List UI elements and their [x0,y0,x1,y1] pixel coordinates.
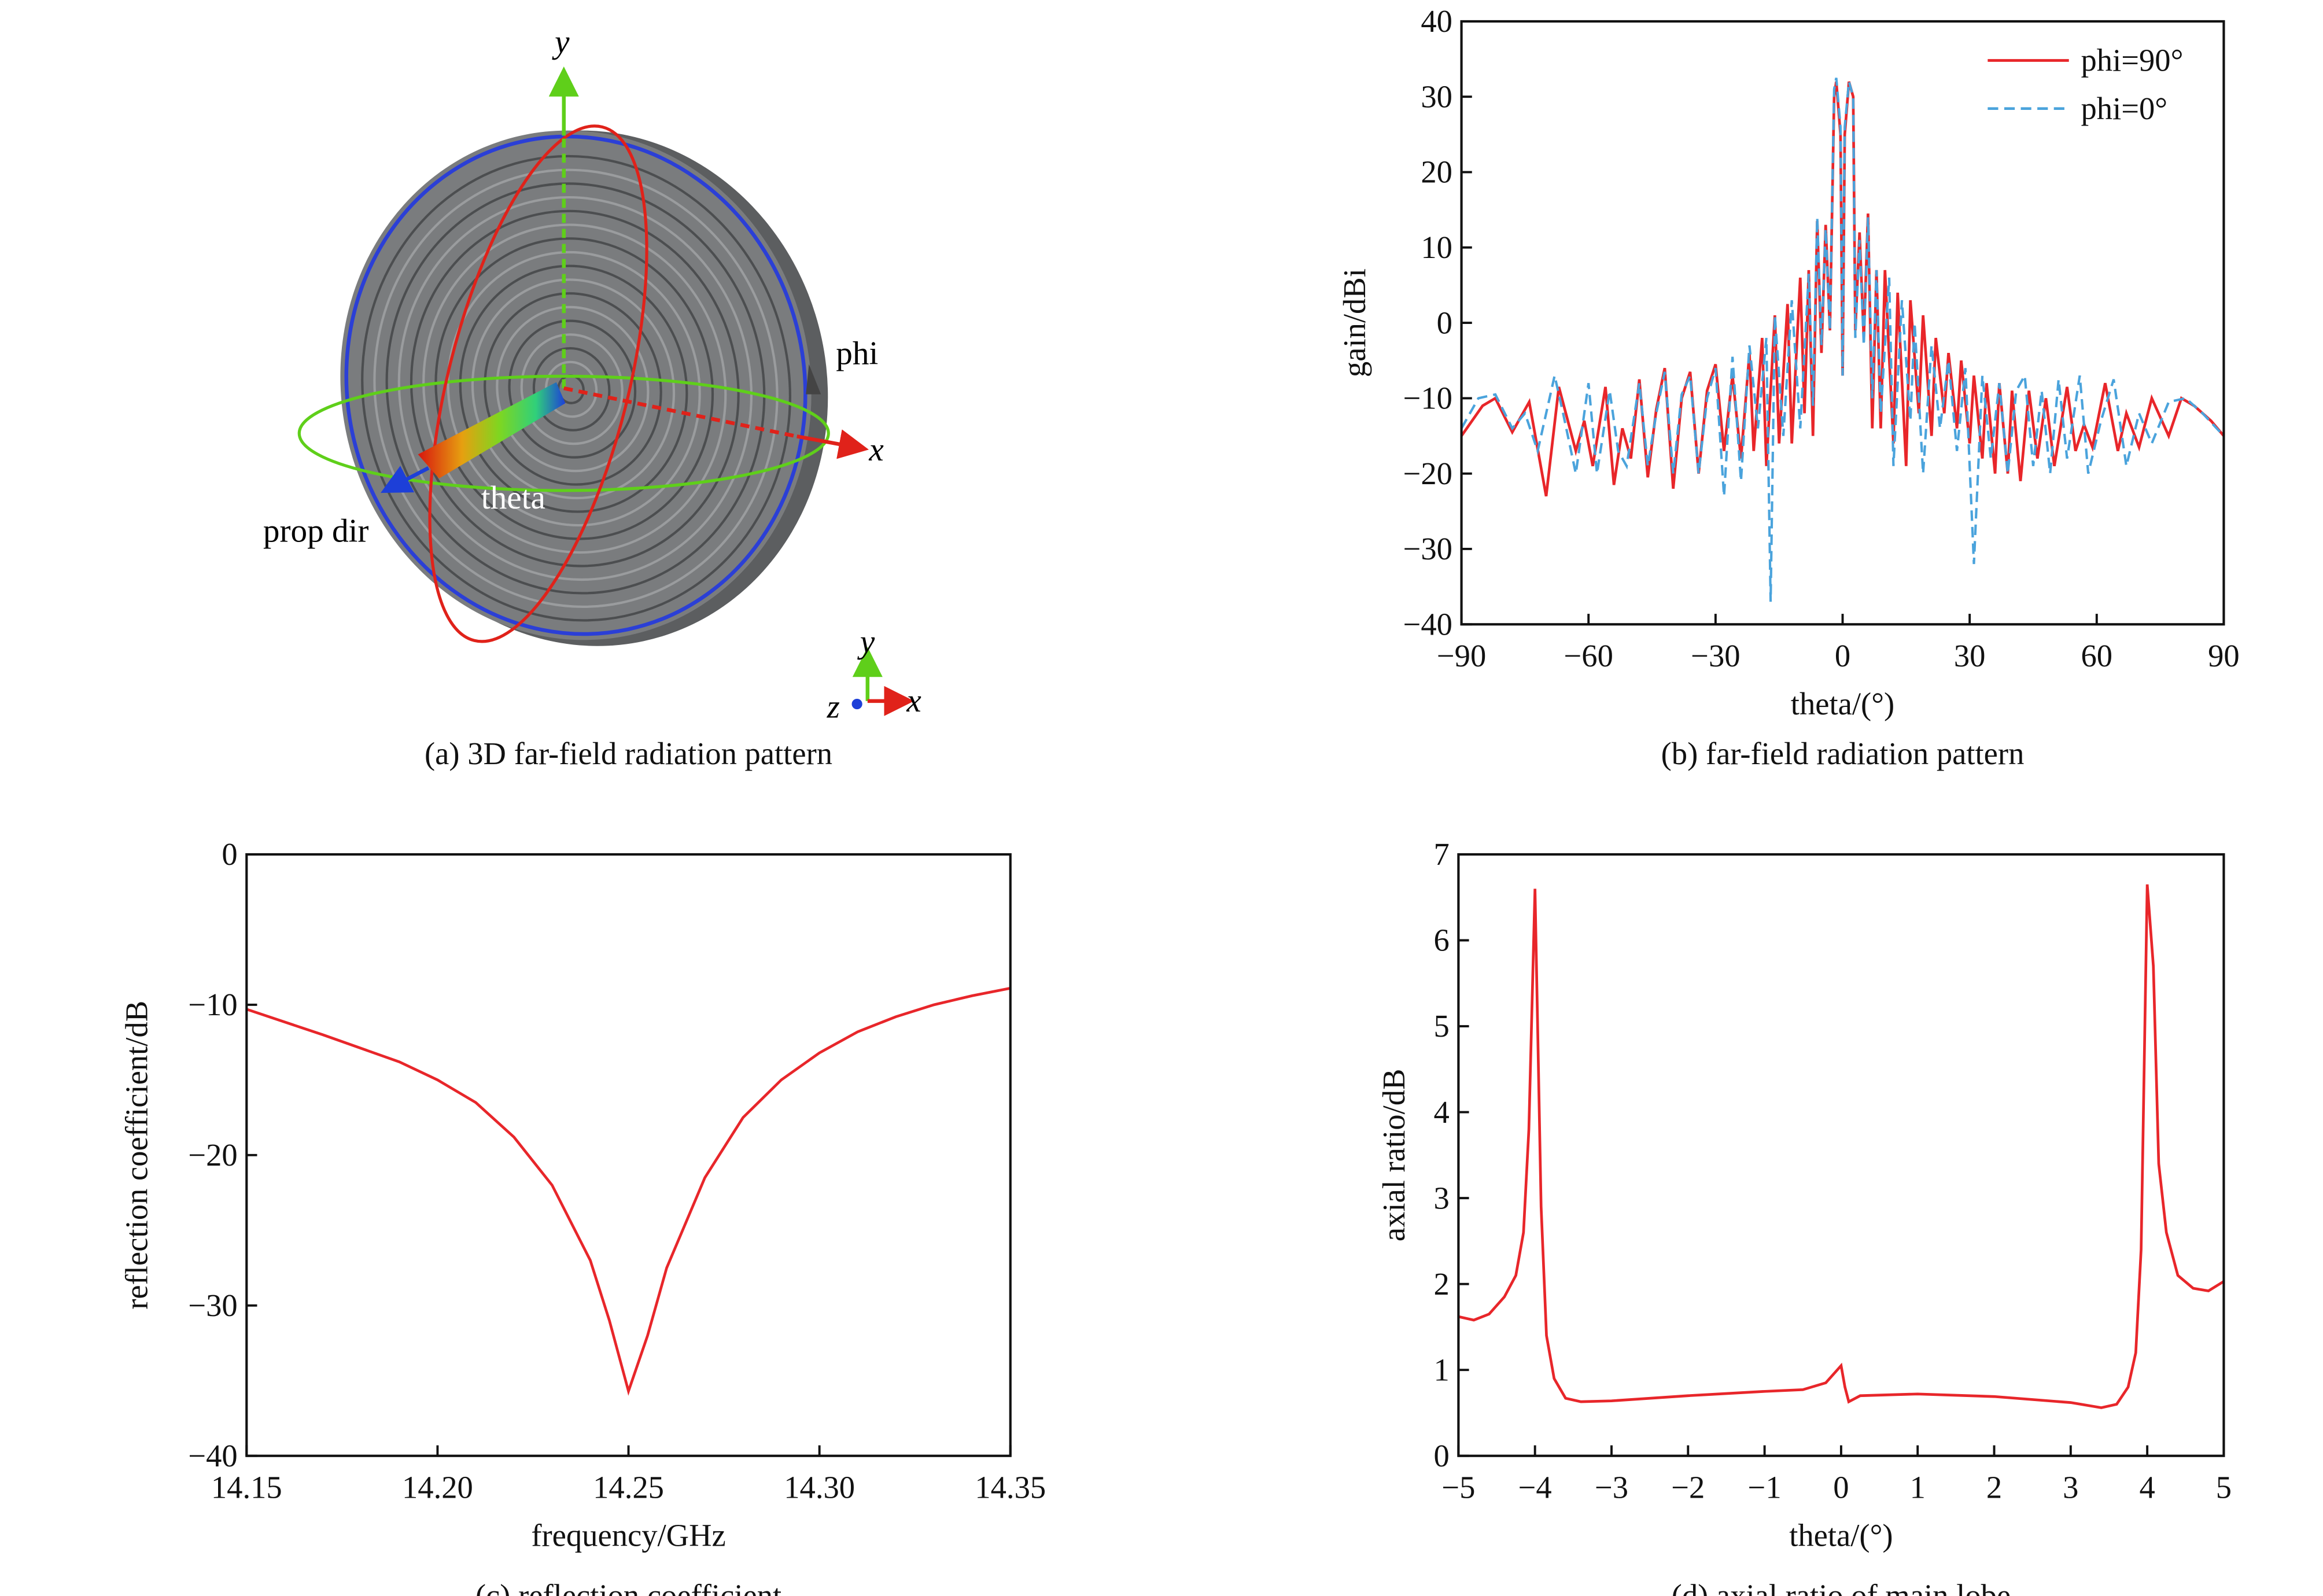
triad-x-label: x [906,683,921,719]
y-tick-label: 40 [1421,3,1452,39]
y-axis-title: axial ratio/dB [1376,1069,1411,1242]
x-axis-arrow [797,429,869,459]
plot-frame [245,853,1012,1457]
y-tick-label: −40 [1403,606,1452,642]
x-tick-label: 2 [1986,1469,2002,1505]
y-tick-label: −20 [1403,456,1452,491]
y-tick-label: −30 [1403,531,1452,566]
disk-ring [410,209,740,567]
disk-ring [422,223,727,554]
y-axis-label: y [552,24,570,61]
disk-ring-blue [344,134,807,636]
y-tick-label: 7 [1433,836,1449,872]
x-axis-label: x [868,432,883,468]
y-tick-label: 1 [1433,1352,1449,1387]
x-tick-label: −5 [1441,1469,1475,1505]
y-tick-label: −10 [1403,381,1452,416]
disk-ring [447,250,701,527]
y-axis-title: reflection coefficient/dB [119,1001,154,1310]
caption-c: (c) reflection coefficient [475,1578,781,1596]
disk-ring [459,264,688,513]
legend-label: phi=0° [2081,91,2168,126]
x-tick-label: −30 [1691,638,1740,673]
disk-ring [496,305,650,473]
disk-ring [361,154,791,622]
series-line-phi0 [1460,78,2225,602]
x-tick-label: 5 [2216,1469,2232,1505]
y-tick-label: −30 [188,1288,237,1323]
x-tick-label: 0 [1833,1469,1849,1505]
theta-circle [428,124,648,643]
x-tick-label: 30 [1954,638,1986,673]
legend-label: phi=90° [2081,43,2184,78]
y-tick-label: 20 [1421,154,1452,190]
y-tick-label: 6 [1433,923,1449,958]
x-tick-label: −90 [1437,638,1486,673]
axis-triad: y x z [827,624,921,725]
phi-label: phi [836,336,878,372]
disk-rings [361,154,791,622]
disk-ring [385,182,766,595]
x-tick-label: −1 [1748,1469,1782,1505]
prop-dir-label: prop dir [263,513,369,549]
chart-far-field-pattern: −90 −60 −30 0 30 60 90 −40 −30 −20 −10 0 10 20 30 40 the… [1337,3,2240,771]
x-axis-line [563,386,798,438]
x-tick-label: −4 [1518,1469,1552,1505]
y-tick-label: −10 [188,987,237,1022]
x-tick-label: 4 [2139,1469,2155,1505]
triad-y-label: y [857,624,875,661]
x-axis-title: theta/(°) [1789,1518,1893,1553]
triad-z-dot [851,698,862,710]
x-tick-label: 1 [1910,1469,1926,1505]
x-axis-title: theta/(°) [1791,686,1894,721]
y-tick-label: 0 [1433,1438,1449,1473]
y-tick-label: 4 [1433,1094,1449,1130]
caption-d: (d) axial ratio of main lobe [1672,1578,2011,1596]
x-tick-label: 14.35 [975,1469,1046,1505]
y-tick-label: 0 [222,836,237,872]
y-tick-label: 2 [1433,1266,1449,1302]
theta-label: theta [481,480,545,516]
prop-dir-arrow [380,466,430,493]
x-tick-label: 3 [2063,1469,2078,1505]
disk-face [340,130,812,640]
panel-3d-pattern: y x phi theta prop dir y x z (a) 3D far-… [263,24,921,771]
y-tick-label: −20 [188,1137,237,1173]
chart-axial-ratio: −5 −4 −3 −2 −1 0 1 2 3 4 5 0 1 2 3 4 5 6 7 theta/(°) axial r… [1376,836,2232,1596]
x-tick-label: 14.15 [211,1469,282,1505]
phi-circle [297,374,830,492]
disk-ring [484,292,662,486]
x-tick-label: −2 [1671,1469,1705,1505]
y-tick-label: 5 [1433,1008,1449,1044]
phi-arrow [806,364,821,395]
x-axis-title: frequency/GHz [531,1518,725,1553]
x-tick-label: −60 [1564,638,1613,673]
series-line-0 [246,987,1011,1396]
y-tick-label: 30 [1421,79,1452,114]
beam-lobe [418,382,566,479]
disk-ring [397,196,753,581]
y-tick-label: −40 [188,1438,237,1473]
x-tick-label: 14.25 [593,1469,664,1505]
x-tick-label: 0 [1835,638,1850,673]
series-line-0 [1458,884,2225,1409]
x-tick-label: 14.30 [784,1469,855,1505]
chart-reflection-coefficient: 14.15 14.20 14.25 14.30 14.35 −40 −30 −20 −10 0 fr… [119,836,1046,1596]
caption-a: (a) 3D far-field radiation pattern [425,736,832,771]
triad-z-label: z [827,688,840,725]
x-tick-label: 14.20 [402,1469,473,1505]
x-tick-label: −3 [1595,1469,1628,1505]
caption-b: (b) far-field radiation pattern [1661,736,2025,771]
x-tick-label: 60 [2081,638,2113,673]
y-tick-label: 0 [1437,305,1452,340]
x-tick-label: 90 [2208,638,2240,673]
y-tick-label: 3 [1433,1180,1449,1215]
y-axis-title: gain/dBi [1337,268,1372,377]
y-tick-label: 10 [1421,230,1452,265]
